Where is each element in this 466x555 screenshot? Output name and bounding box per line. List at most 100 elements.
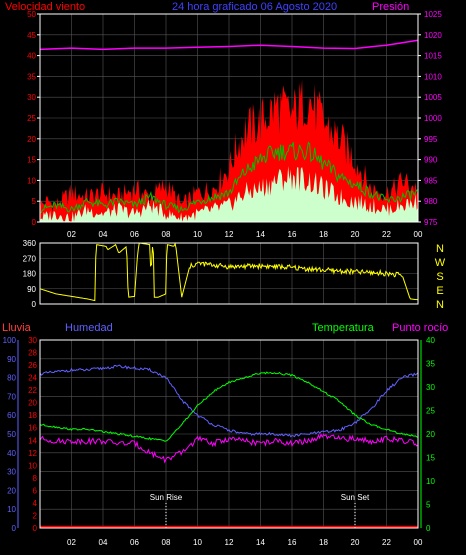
tick-label: 20: [426, 430, 435, 439]
pressure-line: [39, 39, 419, 51]
sun-label: Sun Set: [341, 493, 370, 502]
tick-label: 16: [288, 538, 297, 547]
tick-label: 25: [426, 407, 435, 416]
tick-label: 70: [7, 392, 16, 401]
tick-label: 35: [426, 360, 435, 369]
panel3-frame: [39, 339, 419, 529]
tick-label: 90: [27, 285, 36, 294]
tick-label: 04: [99, 230, 108, 239]
temperature-line: [39, 371, 419, 442]
tick-label: 100: [3, 336, 17, 345]
rain-label: Lluvia: [2, 322, 32, 334]
pressure-label: Presión: [372, 1, 409, 13]
tick-label: 980: [424, 197, 438, 206]
tick-label: 30: [28, 336, 37, 345]
tick-label: 10: [426, 477, 435, 486]
tick-label: 10: [193, 538, 202, 547]
tick-label: 20: [27, 135, 36, 144]
temperature-label: Temperatura: [312, 322, 375, 334]
tick-label: 0: [32, 218, 37, 227]
sun-markers: Sun Rise Sun Set: [150, 493, 370, 528]
tick-label: 06: [130, 230, 139, 239]
tick-label: 22: [382, 230, 391, 239]
tick-label: 12: [28, 449, 37, 458]
tick-label: 5: [32, 197, 37, 206]
tick-label: 0: [32, 300, 37, 309]
tick-label: 26: [28, 361, 37, 370]
tick-label: 1005: [424, 93, 442, 102]
tick-label: 60: [7, 411, 16, 420]
tick-label: 02: [67, 230, 76, 239]
tick-label: 15: [27, 156, 36, 165]
tick-label: 10: [28, 461, 37, 470]
tick-label: 1020: [424, 31, 442, 40]
tick-label: 06: [130, 538, 139, 547]
compass-label: N: [436, 299, 444, 311]
pressure-axis: 975 980 985 990 995 1000 1005 1010 1015 1020 1025: [418, 10, 442, 227]
compass-label: S: [436, 271, 443, 283]
tick-label: 12: [225, 538, 234, 547]
wind-speed-label: Velocidad viento: [5, 1, 85, 13]
tick-label: 18: [28, 411, 37, 420]
tick-label: 50: [7, 430, 16, 439]
tick-label: 20: [28, 399, 37, 408]
tick-label: 12: [225, 230, 234, 239]
tick-label: 18: [319, 230, 328, 239]
wind-speed-axis: 0 5 10 15 20 25 30 35 40 45 50: [27, 10, 40, 227]
humidity-line: [39, 364, 419, 438]
tick-label: 08: [162, 538, 171, 547]
humidity-axis: 0 10 20 30 40 50 60 70 80 90 100: [3, 336, 19, 533]
tick-label: 50: [27, 10, 36, 19]
direction-line: [39, 242, 419, 302]
compass-label: N: [436, 243, 444, 255]
tick-label: 08: [162, 230, 171, 239]
tick-label: 360: [23, 239, 37, 248]
tick-label: 30: [426, 383, 435, 392]
tick-label: 1025: [424, 10, 442, 19]
tick-label: 985: [424, 176, 438, 185]
dewpoint-label: Punto rocío: [392, 322, 448, 334]
compass-label: E: [436, 285, 443, 297]
tick-label: 995: [424, 135, 438, 144]
tick-label: 14: [28, 436, 37, 445]
tick-label: 00: [414, 230, 423, 239]
average-line: [39, 141, 419, 223]
tick-label: 1015: [424, 52, 442, 61]
tick-label: 30: [7, 468, 16, 477]
tick-label: 0: [12, 524, 17, 533]
tick-label: 15: [426, 454, 435, 463]
tick-label: 20: [351, 538, 360, 547]
tick-label: 20: [7, 486, 16, 495]
humidity-label: Humedad: [65, 322, 113, 334]
tick-label: 28: [28, 349, 37, 358]
tick-label: 2: [33, 511, 38, 520]
tick-label: 14: [256, 538, 265, 547]
tick-label: 16: [28, 424, 37, 433]
tick-label: 0: [33, 524, 38, 533]
tick-label: 40: [426, 336, 435, 345]
tick-label: 30: [27, 93, 36, 102]
tick-label: 18: [319, 538, 328, 547]
tick-label: 10: [7, 505, 16, 514]
tick-label: 10: [193, 230, 202, 239]
tick-label: 270: [23, 254, 37, 263]
tick-label: 975: [424, 218, 438, 227]
compass-label: W: [435, 257, 446, 269]
tick-label: 6: [33, 486, 38, 495]
dewpoint-line: [39, 433, 419, 464]
tick-label: 1010: [424, 72, 442, 81]
tick-label: 180: [23, 270, 37, 279]
panel2-frame: [39, 242, 419, 305]
tick-label: 00: [414, 538, 423, 547]
panel3-x-axis: 02 04 06 08 10 12 14 16 18 20 22 00: [67, 538, 423, 547]
tick-label: 35: [27, 72, 36, 81]
tick-label: 80: [7, 374, 16, 383]
tick-label: 10: [27, 176, 36, 185]
tick-label: 40: [7, 449, 16, 458]
tick-label: 8: [33, 474, 38, 483]
panel1-x-axis: 02 04 06 08 10 12 14 16 18 20 22 00: [67, 230, 423, 239]
tick-label: 40: [27, 52, 36, 61]
